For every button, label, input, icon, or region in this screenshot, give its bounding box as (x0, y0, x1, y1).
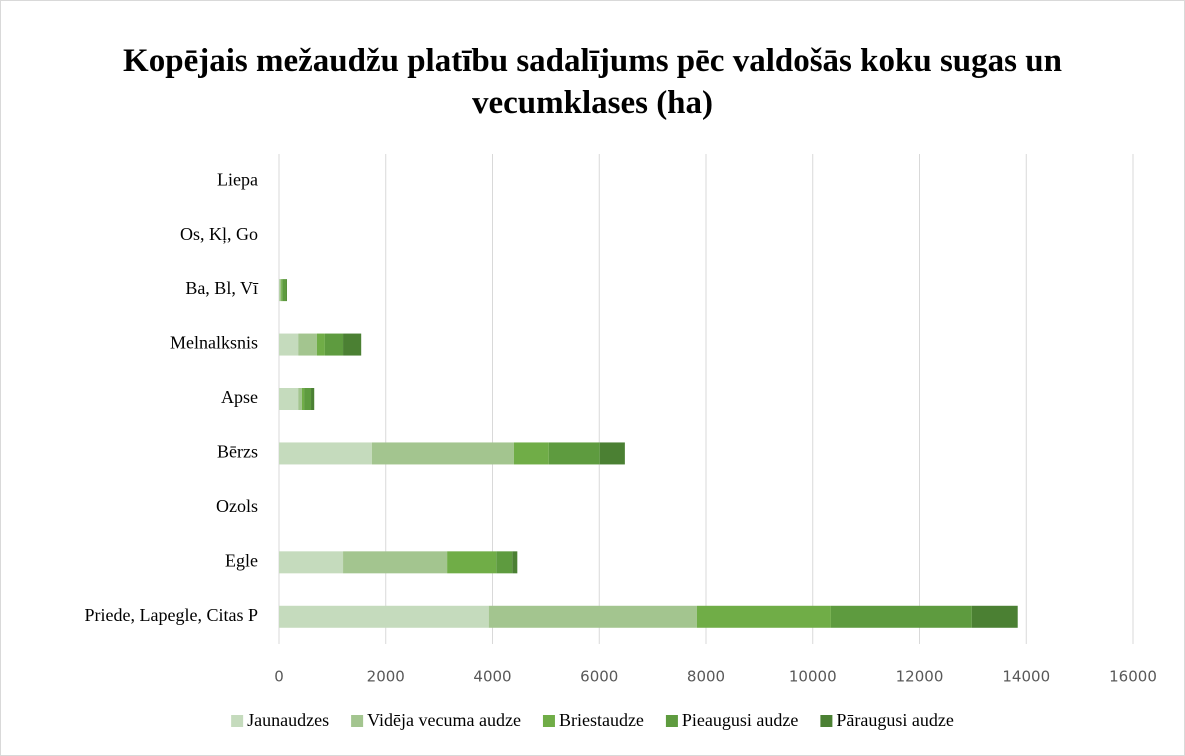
bar-segment (447, 551, 497, 574)
legend-label: Vidēja vecuma audze (367, 710, 521, 730)
chart-title: Kopējais mežaudžu platību sadalījums pēc… (123, 43, 1062, 121)
category-label: Os, Kļ, Go (180, 224, 258, 244)
bar-segment (324, 333, 344, 356)
x-tick-label: 2000 (367, 668, 405, 686)
bar-segment (298, 333, 317, 356)
legend-swatch (351, 715, 364, 727)
bar-segment (311, 388, 315, 410)
bar-segment (548, 442, 600, 465)
legend-swatch (665, 715, 678, 727)
category-label: Priede, Lapegle, Citas P (85, 605, 258, 625)
bar-segment (513, 442, 549, 465)
category-label: Ba, Bl, Vī (185, 278, 259, 298)
bar-segment (316, 333, 325, 356)
category-label: Egle (225, 550, 258, 570)
bar-segment (279, 279, 282, 302)
bar-segment (599, 442, 625, 465)
bar-segment (279, 442, 372, 465)
category-label: Ozols (216, 496, 258, 516)
bar-segment (343, 551, 448, 574)
legend-label: Pieaugusi audze (682, 710, 798, 730)
bar-segment (281, 279, 283, 302)
bar-segment (298, 388, 302, 410)
bar-segment (279, 605, 489, 628)
legend-swatch (542, 715, 555, 727)
x-tick-label: 16000 (1109, 668, 1157, 686)
x-tick-label: 8000 (687, 668, 725, 686)
x-tick-label: 10000 (789, 668, 837, 686)
legend-label: Briestaudze (559, 710, 644, 730)
bar-segment (512, 551, 518, 574)
bar-segment (282, 279, 287, 302)
x-tick-label: 6000 (580, 668, 618, 686)
legend-label: Pāraugusi audze (836, 710, 953, 730)
x-tick-label: 14000 (1002, 668, 1050, 686)
category-label: Melnalksnis (170, 333, 258, 353)
bar-segment (286, 279, 288, 302)
bar-segment (371, 442, 514, 465)
legend-swatch (231, 715, 244, 727)
x-tick-label: 12000 (896, 668, 944, 686)
bar-segment (279, 388, 299, 410)
legend-swatch (820, 715, 833, 727)
legend-label: Jaunaudzes (247, 710, 329, 730)
bar-segment (496, 551, 513, 574)
category-label: Apse (221, 387, 258, 407)
x-tick-label: 0 (274, 668, 284, 686)
category-label: Liepa (217, 169, 258, 189)
bar-segment (301, 388, 305, 410)
bar-segment (279, 333, 299, 356)
x-tick-label: 4000 (473, 668, 511, 686)
bar-segment (343, 333, 362, 356)
bar-segment (304, 388, 312, 410)
bar-segment (279, 279, 280, 302)
bar-segment (488, 605, 697, 628)
bar-segment (971, 605, 1018, 628)
bar-segment (830, 605, 972, 628)
bar-segment (279, 551, 344, 574)
bar-segment (696, 605, 831, 628)
category-label: Bērzs (217, 442, 258, 462)
